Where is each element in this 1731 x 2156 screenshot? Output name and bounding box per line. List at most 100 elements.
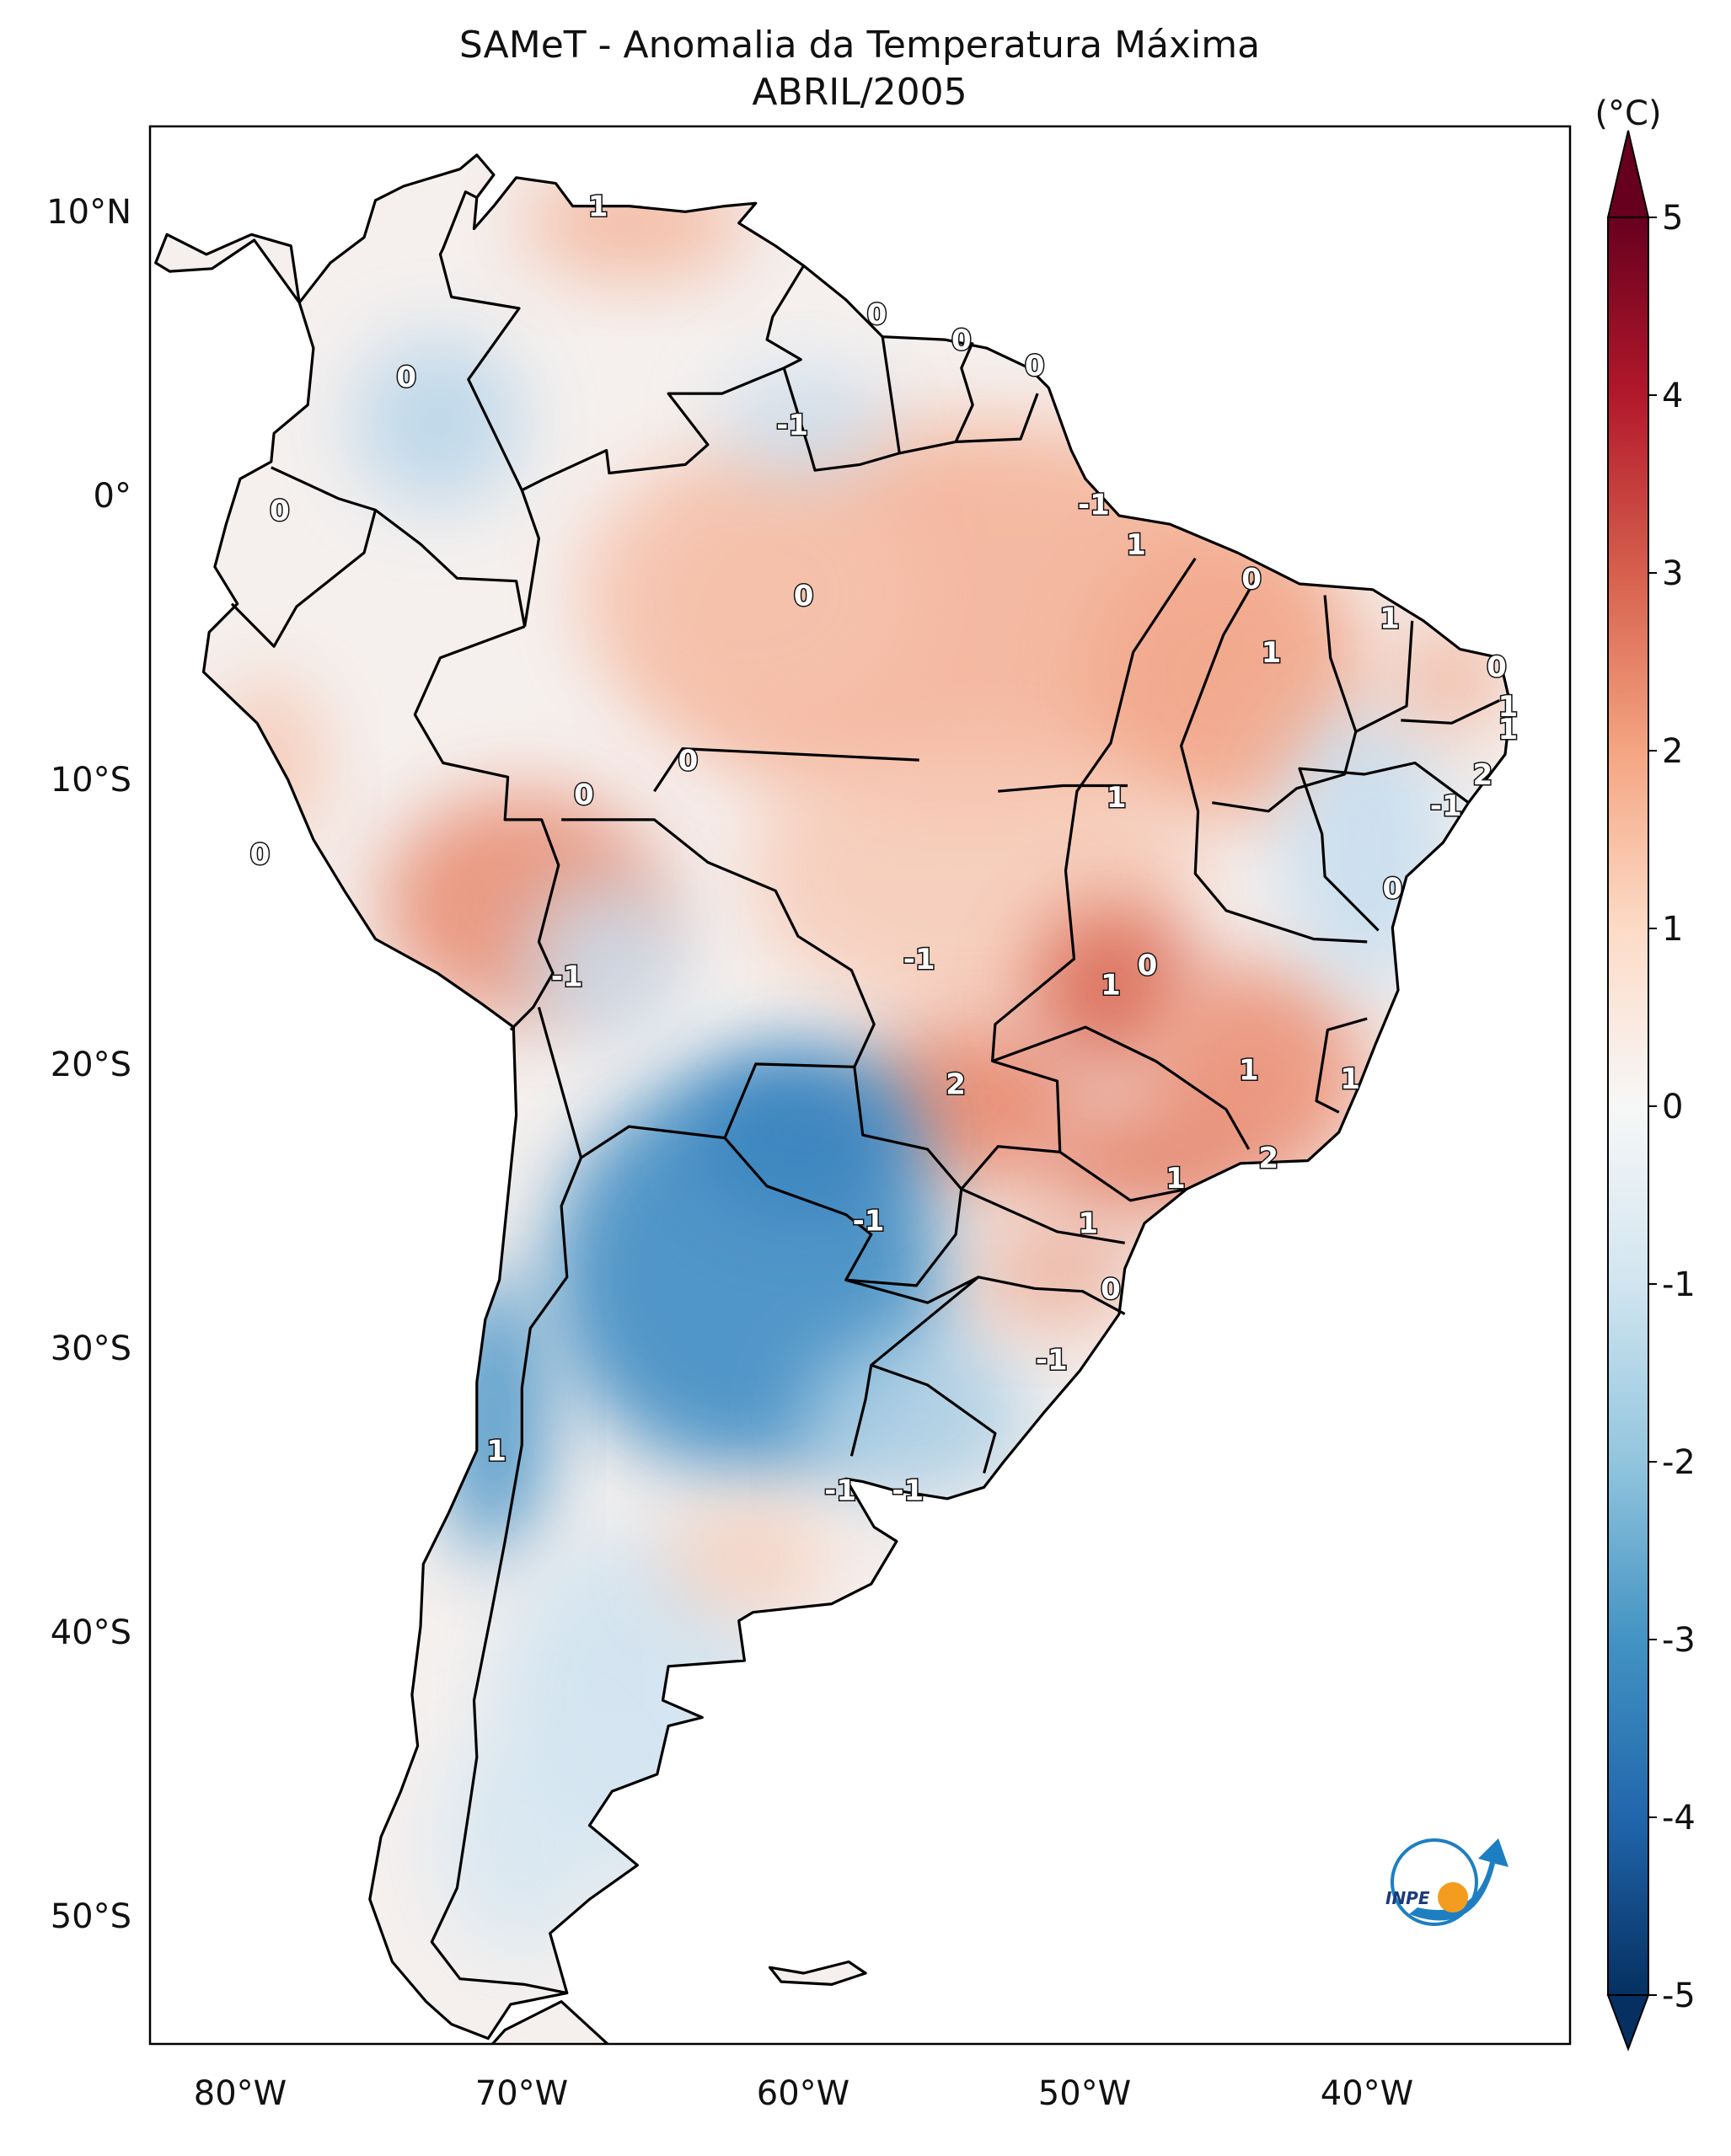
coastline-fuego bbox=[490, 2000, 610, 2044]
colorbar-tick-label: -1 bbox=[1662, 1265, 1696, 1304]
country-border bbox=[898, 341, 974, 455]
anomaly-blob bbox=[973, 1217, 1142, 1331]
country-border bbox=[1180, 580, 1368, 944]
contour-label: 2 bbox=[1472, 758, 1493, 792]
contour-label: -1 bbox=[903, 943, 935, 976]
colorbar: (°C) 5 4 3 2 1 0 -1 -2 -3 -4 -5 bbox=[1594, 94, 1696, 2052]
contour-label: 1 bbox=[1078, 1207, 1098, 1241]
colorbar-tick-label: -2 bbox=[1662, 1443, 1696, 1482]
country-border bbox=[961, 1187, 1125, 1244]
country-border bbox=[1058, 1151, 1187, 1202]
contour-label: 0 bbox=[1138, 949, 1158, 982]
country-border bbox=[871, 1363, 997, 1474]
map-frame bbox=[148, 125, 1572, 2046]
anomaly-blob bbox=[662, 1501, 833, 1616]
country-border bbox=[1401, 698, 1500, 725]
contour-label: 1 bbox=[1262, 636, 1282, 670]
colorbar-tick-label: 5 bbox=[1662, 199, 1683, 238]
contour-label: 0 bbox=[794, 580, 814, 613]
contour-label: 0 bbox=[1101, 1272, 1121, 1306]
y-tick-label: 20°S bbox=[51, 1046, 131, 1084]
contour-label: 1 bbox=[1498, 713, 1518, 746]
colorbar-gradient bbox=[1607, 217, 1649, 1996]
country-border bbox=[413, 625, 560, 1031]
country-border bbox=[1315, 1017, 1368, 1114]
contour-label: -1 bbox=[824, 1474, 856, 1508]
political-borders bbox=[154, 153, 1513, 2044]
y-tick-label: 30°S bbox=[51, 1329, 131, 1368]
inpe-logo: INPE bbox=[1385, 1838, 1509, 1926]
country-border bbox=[723, 1067, 963, 1287]
anomaly-blob bbox=[522, 876, 691, 1047]
logo-text: INPE bbox=[1385, 1888, 1430, 1908]
anomaly-blob bbox=[719, 365, 888, 479]
contour-label: 0 bbox=[1382, 872, 1402, 906]
contour-label: 1 bbox=[1126, 528, 1146, 562]
colorbar-tick-label: -5 bbox=[1662, 1977, 1696, 2015]
colorbar-top-arrow bbox=[1606, 130, 1650, 218]
country-border bbox=[956, 393, 1039, 443]
coastline bbox=[201, 153, 1513, 2041]
x-tick-label: 50°W bbox=[1038, 2074, 1131, 2113]
anomaly-blob bbox=[352, 336, 523, 507]
logo-ring-icon bbox=[1391, 1838, 1478, 1926]
contour-label: 0 bbox=[1241, 562, 1262, 596]
country-border bbox=[845, 1276, 980, 1457]
y-tick-label: 10°S bbox=[51, 761, 131, 800]
contour-label: 0 bbox=[1487, 650, 1507, 684]
contour-label: 0 bbox=[1025, 349, 1045, 383]
contour-label: -1 bbox=[1078, 489, 1110, 522]
y-tick-label: 0° bbox=[94, 477, 131, 516]
contour-label: -1 bbox=[1036, 1344, 1068, 1378]
contour-label: 1 bbox=[1340, 1062, 1360, 1096]
contour-label: 1 bbox=[1380, 602, 1400, 636]
contour-label: 1 bbox=[1498, 690, 1518, 724]
country-border bbox=[960, 557, 1197, 1190]
colorbar-tick-label: 0 bbox=[1662, 1088, 1683, 1126]
country-border bbox=[992, 1025, 1251, 1150]
country-border bbox=[438, 190, 523, 491]
y-tick-label: 40°S bbox=[51, 1613, 131, 1652]
contour-label: 1 bbox=[486, 1435, 506, 1469]
contour-label: 0 bbox=[270, 494, 290, 527]
country-border bbox=[1298, 761, 1470, 932]
contour-label: 0 bbox=[250, 837, 271, 871]
contour-label: 0 bbox=[396, 361, 416, 394]
contour-label: 0 bbox=[678, 744, 699, 778]
contour-label: 0 bbox=[574, 778, 594, 812]
country-border bbox=[998, 784, 1128, 793]
contour-label: -1 bbox=[776, 409, 808, 442]
anomaly-blob bbox=[578, 450, 917, 735]
contour-label: -1 bbox=[1430, 789, 1462, 823]
country-border bbox=[1355, 620, 1414, 733]
coastline-malvinas bbox=[768, 1960, 867, 1986]
contour-label: 2 bbox=[1258, 1142, 1278, 1175]
country-border bbox=[653, 747, 919, 793]
y-axis: 10°N 0° 10°S 20°S 30°S 40°S 50°S bbox=[46, 193, 131, 1936]
contour-label: -1 bbox=[853, 1204, 885, 1238]
contour-label: 0 bbox=[867, 298, 887, 332]
contour-label: 1 bbox=[588, 190, 608, 224]
anomaly-field bbox=[212, 166, 1509, 1956]
colorbar-tick-label: -4 bbox=[1662, 1799, 1696, 1838]
logo-swoosh-icon bbox=[1409, 1838, 1509, 1921]
logo-dot-icon bbox=[1438, 1882, 1468, 1913]
contour-label: 1 bbox=[1101, 969, 1121, 1003]
colorbar-tick-label: 2 bbox=[1662, 732, 1683, 771]
anomaly-blob bbox=[803, 1330, 1030, 1502]
y-tick-label: 50°S bbox=[51, 1897, 131, 1936]
map-title: SAMeT - Anomalia da Temperatura Máxima bbox=[459, 24, 1260, 67]
colorbar-tick-label: 1 bbox=[1662, 910, 1683, 949]
country-border bbox=[782, 336, 901, 472]
colorbar-tick-label: -3 bbox=[1662, 1621, 1696, 1660]
map-subtitle: ABRIL/2005 bbox=[752, 71, 967, 114]
anomaly-blob bbox=[690, 1046, 917, 1217]
x-axis: 80°W 70°W 60°W 50°W 40°W bbox=[194, 2074, 1413, 2113]
x-tick-label: 70°W bbox=[475, 2074, 568, 2113]
colorbar-tick-label: 4 bbox=[1662, 377, 1683, 415]
x-tick-label: 80°W bbox=[194, 2074, 287, 2113]
y-tick-label: 10°N bbox=[46, 193, 131, 232]
coastline-panama bbox=[154, 233, 301, 304]
anomaly-blob bbox=[1085, 535, 1368, 820]
